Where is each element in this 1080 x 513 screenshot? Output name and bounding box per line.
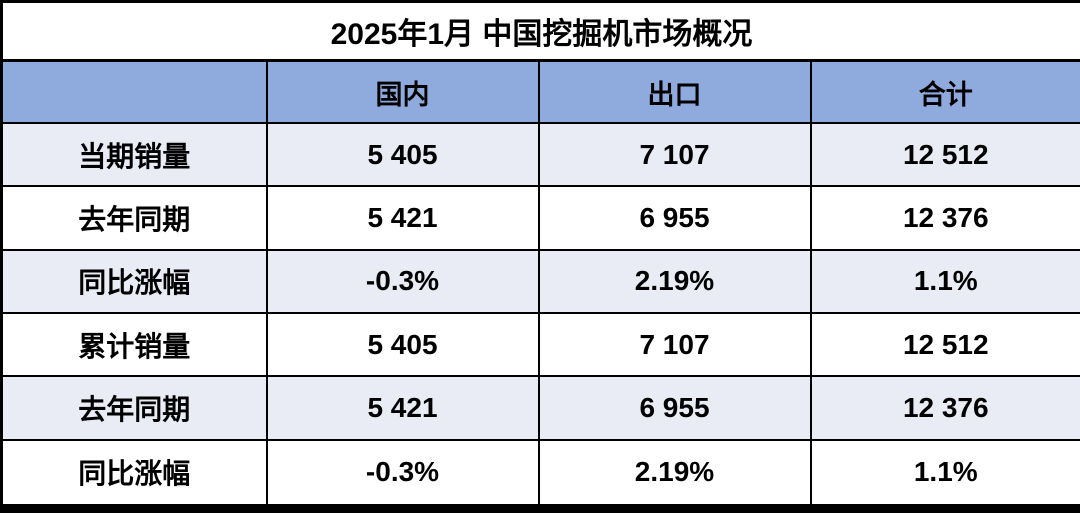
- cell-value: 6 955: [537, 185, 812, 251]
- table-row-cumulative-sales: 累计销量 5 405 7 107 12 512: [0, 312, 1080, 378]
- cell-value: -0.3%: [265, 438, 540, 510]
- cell-value: 1.1%: [809, 438, 1080, 510]
- cell-value: -0.3%: [265, 248, 540, 315]
- cell-value: 5 421: [265, 375, 540, 441]
- table-row-last-year-same-period-cumulative: 去年同期 5 421 6 955 12 376: [0, 375, 1080, 441]
- table-row-yoy-change-cumulative: 同比涨幅 -0.3% 2.19% 1.1%: [0, 438, 1080, 510]
- row-label: 累计销量: [0, 312, 268, 378]
- cell-value: 2.19%: [537, 438, 812, 510]
- header-row: 国内 出口 合计: [0, 59, 1080, 124]
- header-domestic: 国内: [265, 59, 540, 124]
- cell-value: 5 421: [265, 185, 540, 251]
- cell-value: 7 107: [537, 312, 812, 378]
- header-export: 出口: [537, 59, 812, 124]
- table-row-yoy-change: 同比涨幅 -0.3% 2.19% 1.1%: [0, 248, 1080, 315]
- table-row-current-sales: 当期销量 5 405 7 107 12 512: [0, 121, 1080, 188]
- cell-value: 12 376: [809, 375, 1080, 441]
- table-title: 2025年1月 中国挖掘机市场概况: [1, 1, 1080, 62]
- cell-value: 1.1%: [809, 248, 1080, 315]
- table-row-last-year-same-period: 去年同期 5 421 6 955 12 376: [0, 185, 1080, 251]
- header-corner-cell: [0, 59, 268, 124]
- cell-value: 12 512: [809, 121, 1080, 188]
- cell-value: 7 107: [537, 121, 812, 188]
- title-row: 2025年1月 中国挖掘机市场概况: [1, 1, 1080, 62]
- header-total: 合计: [809, 59, 1080, 124]
- cell-value: 12 512: [809, 312, 1080, 378]
- cell-value: 5 405: [265, 121, 540, 188]
- cell-value: 6 955: [537, 375, 812, 441]
- row-label: 同比涨幅: [0, 248, 268, 315]
- cell-value: 2.19%: [537, 248, 812, 315]
- cell-value: 5 405: [265, 312, 540, 378]
- cell-value: 12 376: [809, 185, 1080, 251]
- row-label: 去年同期: [0, 185, 268, 251]
- row-label: 同比涨幅: [0, 438, 268, 510]
- row-label: 去年同期: [0, 375, 268, 441]
- row-label: 当期销量: [0, 121, 268, 188]
